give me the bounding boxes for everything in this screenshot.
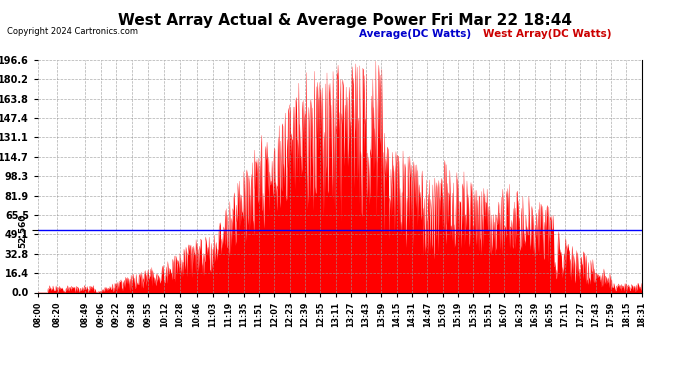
Text: West Array Actual & Average Power Fri Mar 22 18:44: West Array Actual & Average Power Fri Ma… — [118, 13, 572, 28]
Text: West Array(DC Watts): West Array(DC Watts) — [483, 29, 611, 39]
Text: Copyright 2024 Cartronics.com: Copyright 2024 Cartronics.com — [7, 27, 138, 36]
Text: Average(DC Watts): Average(DC Watts) — [359, 29, 471, 39]
